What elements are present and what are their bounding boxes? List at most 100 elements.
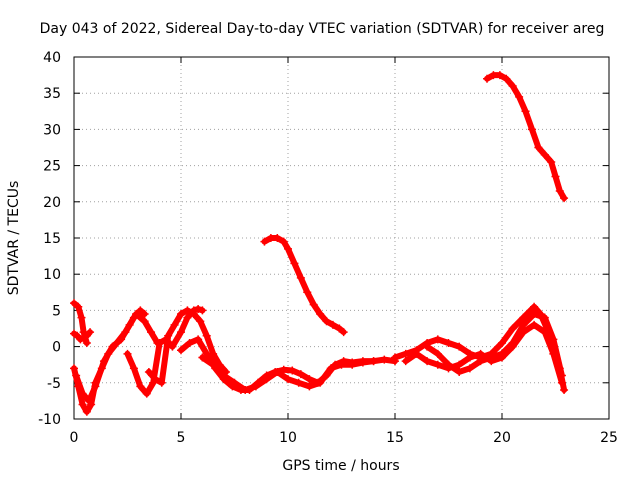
data-point-marker — [82, 407, 91, 416]
data-point-marker — [132, 310, 141, 319]
data-point-marker — [412, 349, 421, 358]
data-point-marker — [219, 371, 228, 380]
data-point-marker — [284, 244, 292, 253]
y-tick-label: -10 — [38, 412, 61, 428]
y-tick-label: 5 — [52, 303, 61, 319]
data-point-marker — [168, 342, 177, 351]
data-point-marker — [316, 378, 325, 387]
data-point-marker — [273, 234, 282, 242]
data-point-marker — [183, 313, 192, 322]
data-point-marker — [476, 357, 485, 366]
data-point-marker — [502, 74, 511, 83]
y-tick-label: 15 — [43, 231, 61, 247]
data-point-marker — [433, 360, 442, 369]
data-point-marker — [322, 317, 331, 326]
data-point-marker — [129, 364, 138, 373]
data-point-marker — [157, 378, 166, 387]
data-point-marker — [77, 313, 86, 322]
data-point-marker — [70, 364, 78, 373]
data-point-marker — [136, 382, 145, 391]
data-point-marker — [515, 92, 524, 101]
axis-ticks: 0 5 10 15 20 25 -10 -5 0 5 10 15 20 25 30 35 40 — [38, 50, 618, 446]
data-point-marker — [177, 328, 185, 337]
data-point-marker — [70, 299, 78, 308]
y-tick-label: 30 — [43, 122, 61, 138]
series-arc-mid-2 — [144, 306, 230, 387]
data-point-marker — [296, 273, 305, 282]
x-tick-label: 15 — [386, 430, 404, 446]
data-point-marker — [125, 320, 134, 329]
series-band — [392, 303, 568, 393]
data-point-marker — [540, 313, 549, 322]
data-point-marker — [326, 364, 335, 373]
data-point-marker — [290, 259, 299, 268]
data-point-marker — [521, 107, 530, 116]
data-point-marker — [305, 382, 314, 391]
data-point-marker — [391, 353, 399, 362]
y-tick-label: 35 — [43, 86, 61, 102]
data-point-marker — [348, 360, 357, 369]
x-axis-label: GPS time / hours — [282, 458, 399, 474]
series-arc-evening-2 — [401, 320, 566, 387]
data-point-marker — [78, 389, 87, 398]
data-point-marker — [99, 357, 108, 366]
data-point-marker — [508, 338, 517, 347]
data-point-marker — [262, 375, 271, 384]
series-arc-37tecu — [483, 71, 569, 203]
data-point-marker — [465, 353, 474, 362]
data-point-marker — [177, 346, 185, 355]
data-point-marker — [495, 71, 504, 80]
data-point-marker — [294, 378, 303, 387]
data-point-marker — [305, 375, 314, 384]
data-point-marker — [202, 331, 211, 340]
data-point-marker — [136, 306, 145, 315]
data-point-marker — [487, 353, 496, 362]
data-point-marker — [560, 386, 569, 395]
data-point-marker — [140, 317, 149, 326]
series-band — [73, 311, 161, 404]
x-tick-label: 5 — [177, 430, 186, 446]
data-point-marker — [444, 360, 453, 369]
data-point-marker — [423, 342, 432, 351]
data-point-marker — [194, 335, 203, 344]
data-point-marker — [84, 396, 93, 405]
data-point-marker — [530, 302, 539, 311]
data-point-marker — [151, 375, 160, 384]
series-arc-evening-3 — [423, 310, 566, 380]
data-point-marker — [527, 125, 536, 134]
data-point-marker — [260, 237, 269, 246]
data-point-marker — [288, 366, 297, 375]
data-point-marker — [198, 306, 207, 315]
y-tick-label: -5 — [47, 376, 61, 392]
x-tick-label: 10 — [279, 430, 297, 446]
data-point-marker — [284, 375, 292, 384]
series-band — [261, 235, 347, 336]
data-point-marker — [74, 302, 83, 311]
x-tick-label: 20 — [493, 430, 511, 446]
data-point-marker — [185, 338, 194, 347]
data-point-marker — [519, 320, 528, 329]
data-point-marker — [508, 81, 517, 90]
data-point-marker — [147, 328, 156, 337]
data-point-marker — [296, 370, 305, 379]
y-tick-label: 20 — [43, 195, 61, 211]
data-point-marker — [86, 328, 95, 337]
data-point-marker — [560, 194, 569, 203]
data-point-marker — [455, 367, 464, 376]
data-point-marker — [123, 349, 132, 358]
data-point-marker — [444, 338, 453, 347]
data-point-marker — [164, 331, 173, 340]
y-tick-label: 25 — [43, 159, 61, 175]
data-point-marker — [358, 358, 367, 367]
data-point-marker — [82, 338, 91, 347]
data-point-marker — [433, 335, 442, 344]
series-arc-start-lower — [70, 328, 95, 344]
data-point-marker — [401, 349, 410, 358]
data-point-marker — [279, 365, 288, 374]
data-point-marker — [335, 324, 344, 333]
data-point-marker — [209, 360, 218, 369]
data-point-marker — [155, 338, 164, 347]
chart-title: Day 043 of 2022, Sidereal Day-to-day VTE… — [40, 21, 605, 37]
data-point-marker — [91, 382, 100, 391]
